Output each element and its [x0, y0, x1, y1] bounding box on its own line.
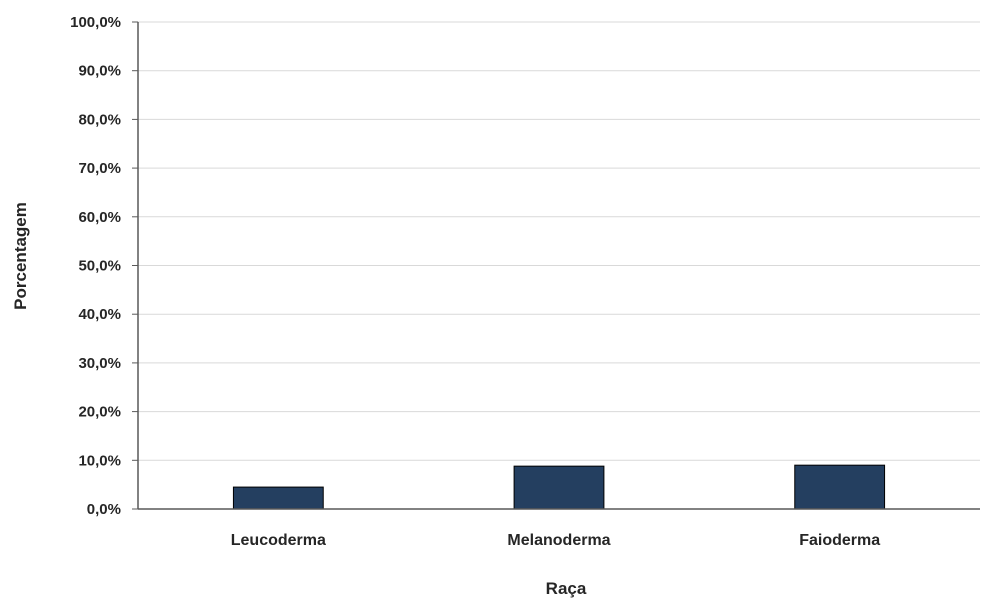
gridlines — [132, 21, 980, 510]
y-tick-label: 10,0% — [78, 452, 121, 469]
y-tick-label: 20,0% — [78, 404, 121, 421]
y-tick-label: 30,0% — [78, 355, 121, 372]
y-tick-labels: 0,0% 10,0% 20,0% 30,0% 40,0% 50,0% 60,0% 70,0% 8… — [70, 14, 121, 518]
y-tick-label: 90,0% — [78, 63, 121, 80]
y-tick-label: 50,0% — [78, 258, 121, 275]
y-tick-label: 60,0% — [78, 209, 121, 226]
y-tick-label: 70,0% — [78, 160, 121, 177]
x-tick-label: Leucoderma — [231, 532, 326, 549]
y-tick-label: 100,0% — [70, 14, 121, 31]
bar-melanoderma — [513, 465, 605, 510]
x-tick-label: Melanoderma — [507, 532, 610, 549]
x-tick-labels: Leucoderma Melanoderma Faioderma — [231, 532, 880, 549]
y-axis-title: Porcentagem — [11, 202, 30, 310]
bar-faioderma — [794, 464, 886, 510]
y-tick-label: 40,0% — [78, 306, 121, 323]
bars — [232, 464, 886, 510]
y-tick-label: 0,0% — [87, 501, 121, 518]
x-tick-label: Faioderma — [799, 532, 880, 549]
x-axis-title: Raça — [546, 579, 587, 598]
axes — [137, 22, 980, 510]
bar-leucoderma — [232, 486, 324, 510]
y-tick-label: 80,0% — [78, 111, 121, 128]
